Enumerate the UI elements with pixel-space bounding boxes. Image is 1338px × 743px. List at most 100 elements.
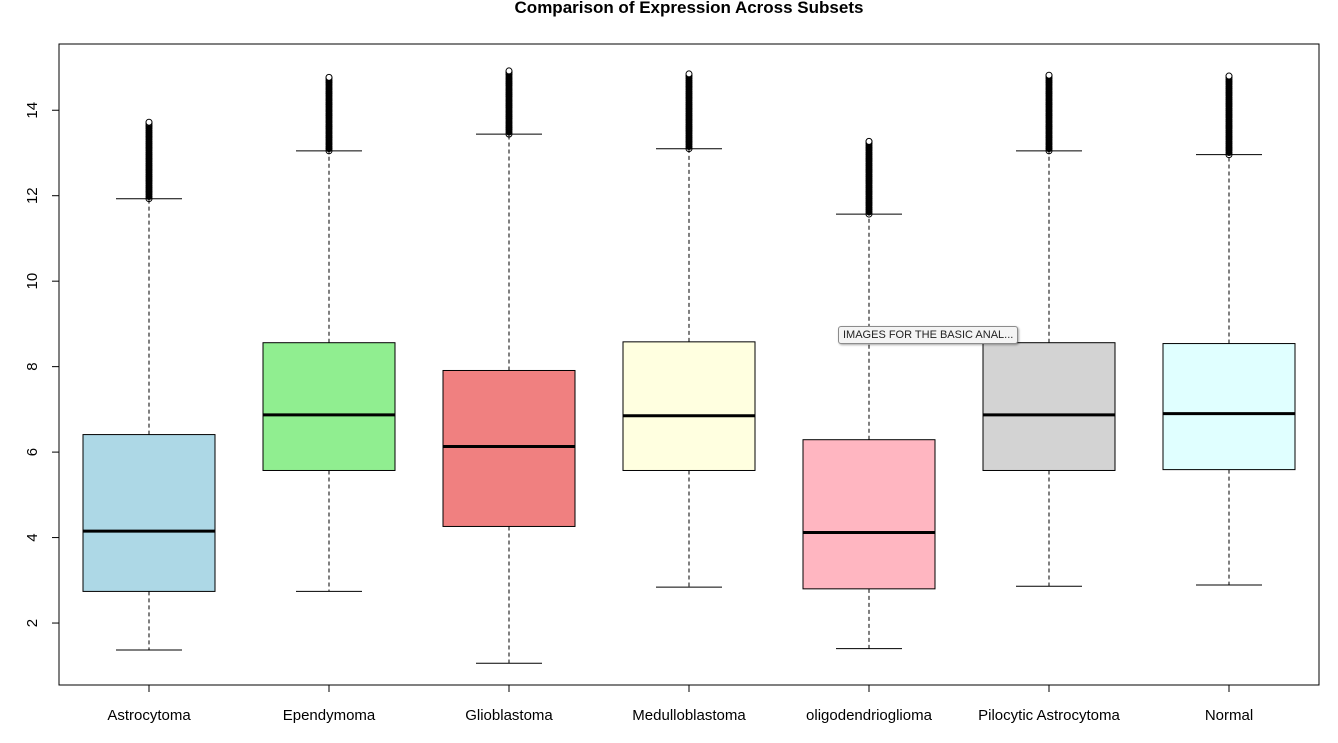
outlier-point bbox=[685, 112, 693, 120]
outlier-point bbox=[325, 103, 333, 111]
outlier-point bbox=[145, 159, 153, 167]
outlier-point bbox=[1045, 129, 1053, 137]
outlier-point bbox=[325, 90, 333, 98]
outlier-point bbox=[865, 164, 873, 172]
outlier-point bbox=[865, 146, 873, 154]
outlier-point bbox=[505, 75, 513, 83]
outlier-point bbox=[505, 102, 513, 110]
box-group bbox=[802, 137, 936, 650]
outlier-point bbox=[325, 98, 333, 106]
outlier-point bbox=[505, 84, 513, 92]
y-tick-label: 6 bbox=[24, 448, 41, 456]
box-iqr bbox=[982, 342, 1116, 471]
outlier-point bbox=[1045, 123, 1053, 131]
outlier-point bbox=[1225, 144, 1233, 152]
outlier-point bbox=[505, 124, 513, 132]
outlier-point bbox=[145, 140, 153, 148]
outlier-point bbox=[145, 146, 153, 154]
outlier-point bbox=[145, 168, 153, 176]
outlier-point bbox=[145, 170, 153, 178]
outlier-point bbox=[145, 126, 153, 134]
y-tick-label: 14 bbox=[24, 102, 41, 119]
outlier-point bbox=[505, 88, 513, 96]
outlier-point bbox=[865, 179, 873, 187]
y-tick-label: 12 bbox=[24, 187, 41, 204]
x-tick-label: oligodendrioglioma bbox=[806, 707, 933, 724]
outlier-point bbox=[145, 177, 153, 185]
outlier-point bbox=[685, 120, 693, 128]
outlier-point bbox=[1045, 142, 1053, 150]
outlier-point bbox=[1225, 104, 1233, 112]
outlier-point bbox=[1225, 87, 1233, 95]
outlier-point bbox=[505, 95, 513, 103]
outlier-point bbox=[325, 83, 333, 91]
outlier-point bbox=[325, 92, 333, 100]
box-iqr bbox=[1162, 343, 1296, 471]
outlier-point bbox=[505, 99, 513, 107]
outlier-point bbox=[325, 107, 333, 115]
outlier-point bbox=[685, 140, 693, 148]
outlier-point bbox=[685, 96, 693, 104]
outlier-point bbox=[1045, 109, 1053, 117]
outlier-point bbox=[145, 135, 153, 143]
outlier-point bbox=[1225, 82, 1233, 90]
outlier-point bbox=[685, 125, 693, 133]
outlier-point bbox=[1225, 91, 1233, 99]
box-iqr bbox=[622, 341, 756, 471]
outlier-point bbox=[505, 86, 513, 94]
outlier-point bbox=[1225, 120, 1233, 128]
outlier-point bbox=[505, 97, 513, 105]
outlier-max-point bbox=[505, 67, 513, 75]
box-group bbox=[1162, 72, 1296, 586]
box-group bbox=[622, 70, 756, 588]
outlier-point bbox=[685, 116, 693, 124]
outlier-point bbox=[865, 166, 873, 174]
box-series bbox=[82, 67, 1296, 664]
outlier-point bbox=[1225, 137, 1233, 145]
outlier-point bbox=[685, 103, 693, 111]
outlier-point bbox=[1045, 96, 1053, 104]
box-group bbox=[82, 118, 216, 651]
outlier-point bbox=[325, 138, 333, 146]
outlier-point bbox=[865, 181, 873, 189]
outlier-point bbox=[1225, 118, 1233, 126]
outlier-point bbox=[685, 105, 693, 113]
outlier-point bbox=[325, 129, 333, 137]
box-iqr bbox=[802, 439, 936, 590]
outlier-point bbox=[325, 142, 333, 150]
outlier-point bbox=[325, 85, 333, 93]
outlier-point bbox=[865, 188, 873, 196]
outlier-point bbox=[685, 83, 693, 91]
outlier-point bbox=[505, 106, 513, 114]
outlier-point bbox=[145, 175, 153, 183]
x-tick-label: Normal bbox=[1205, 707, 1253, 724]
outlier-point bbox=[865, 197, 873, 205]
outlier-point bbox=[1045, 136, 1053, 144]
outlier-point bbox=[1045, 94, 1053, 102]
outlier-point bbox=[685, 92, 693, 100]
outlier-point bbox=[325, 125, 333, 133]
outlier-point bbox=[1225, 142, 1233, 150]
outlier-point bbox=[505, 119, 513, 127]
outlier-point bbox=[865, 201, 873, 209]
outlier-point bbox=[325, 145, 333, 153]
outlier-max-point bbox=[865, 137, 873, 145]
outlier-point bbox=[685, 98, 693, 106]
outlier-point bbox=[685, 114, 693, 122]
outlier-point bbox=[685, 79, 693, 87]
outlier-point bbox=[1045, 125, 1053, 133]
outlier-point bbox=[685, 101, 693, 109]
outlier-point bbox=[685, 142, 693, 150]
outlier-point bbox=[1045, 112, 1053, 120]
outlier-point bbox=[505, 91, 513, 99]
outlier-point bbox=[1045, 83, 1053, 91]
outlier-point bbox=[505, 108, 513, 116]
outlier-point bbox=[865, 210, 873, 218]
outlier-point bbox=[685, 138, 693, 146]
outlier-max-point bbox=[1225, 72, 1233, 80]
outlier-point bbox=[1225, 146, 1233, 154]
outlier-point bbox=[325, 101, 333, 109]
outlier-point bbox=[145, 151, 153, 159]
outlier-point bbox=[865, 184, 873, 192]
